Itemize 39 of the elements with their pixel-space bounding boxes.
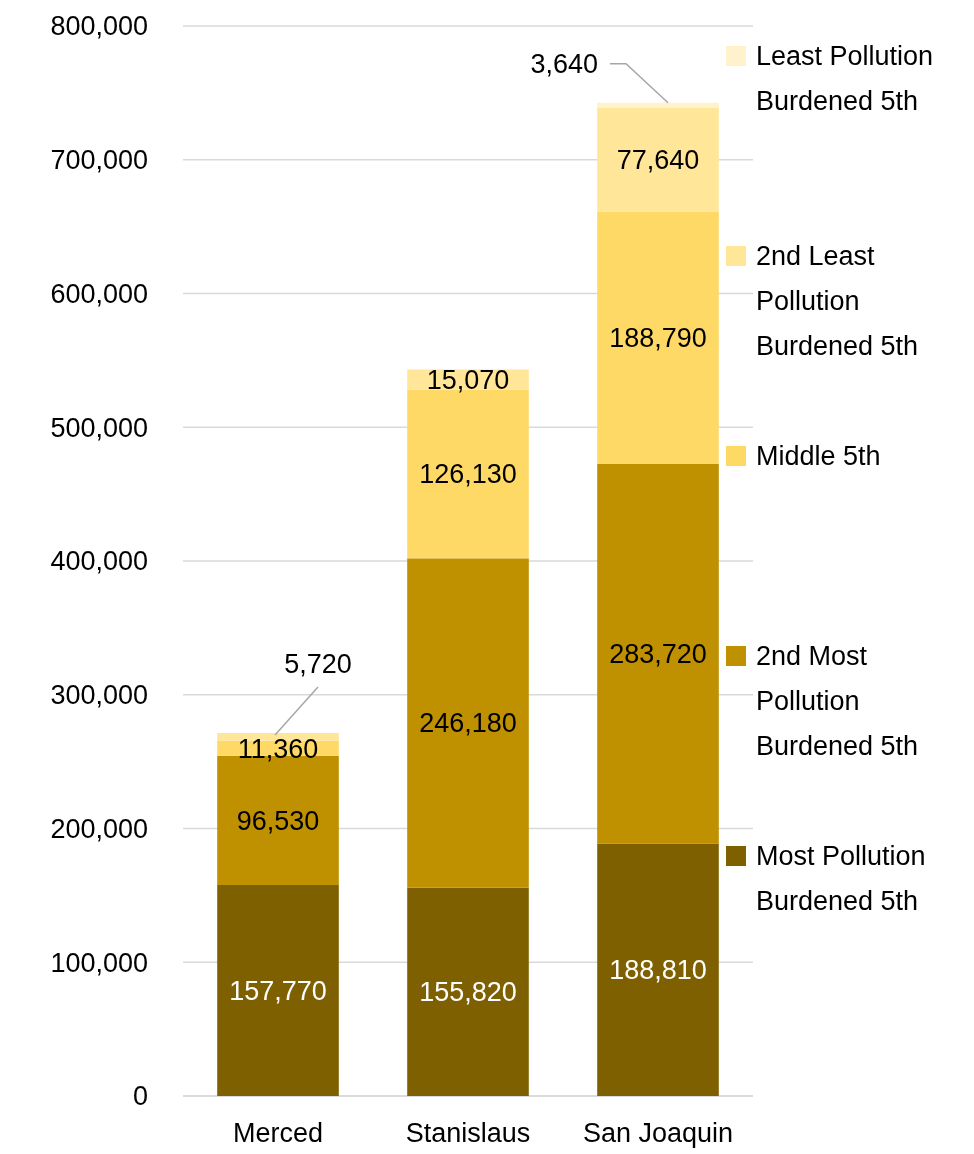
bar — [217, 733, 339, 741]
data-label: 188,810 — [609, 955, 707, 986]
y-tick-label: 600,000 — [50, 278, 148, 309]
y-tick-label: 200,000 — [50, 813, 148, 844]
legend-label: Middle 5th — [756, 441, 881, 472]
bar — [597, 211, 719, 464]
data-label: 188,790 — [609, 323, 707, 354]
data-label: 77,640 — [616, 145, 700, 176]
data-label: 126,130 — [419, 459, 517, 490]
y-tick-label: 700,000 — [50, 145, 148, 176]
bar — [597, 843, 719, 1096]
legend-label: Least Pollution Burdened 5th — [756, 41, 934, 116]
y-tick-label: 500,000 — [50, 412, 148, 443]
y-tick-label: 300,000 — [50, 680, 148, 711]
data-label: 157,770 — [229, 975, 327, 1006]
data-label: 246,180 — [419, 708, 517, 739]
data-label: 11,360 — [237, 733, 319, 764]
data-label: 15,070 — [426, 365, 510, 395]
bar — [597, 107, 719, 212]
data-label: 283,720 — [609, 639, 707, 670]
data-label: 155,820 — [419, 977, 517, 1008]
x-tick-label: Stanislaus — [405, 1118, 531, 1148]
legend-label: Most Pollution Burdened 5th — [756, 841, 926, 916]
bar — [407, 887, 529, 1096]
y-tick-label: 400,000 — [50, 546, 148, 577]
bar — [407, 558, 529, 888]
y-tick-label: 0 — [132, 1081, 148, 1112]
data-label: 5,720 — [284, 649, 352, 680]
bar — [217, 884, 339, 1096]
legend-label: 2nd Least Pollution Burdened 5th — [756, 241, 919, 361]
legend-label: 2nd Most Pollution Burdened 5th — [756, 641, 919, 761]
y-tick-label: 800,000 — [50, 11, 148, 42]
bar — [597, 463, 719, 844]
bar — [597, 102, 719, 108]
data-label: 96,530 — [236, 805, 320, 836]
y-tick-label: 100,000 — [50, 947, 148, 978]
x-tick-label: Merced — [232, 1118, 324, 1148]
x-tick-label: San Joaquin — [582, 1118, 734, 1148]
data-label: 3,640 — [530, 48, 598, 79]
